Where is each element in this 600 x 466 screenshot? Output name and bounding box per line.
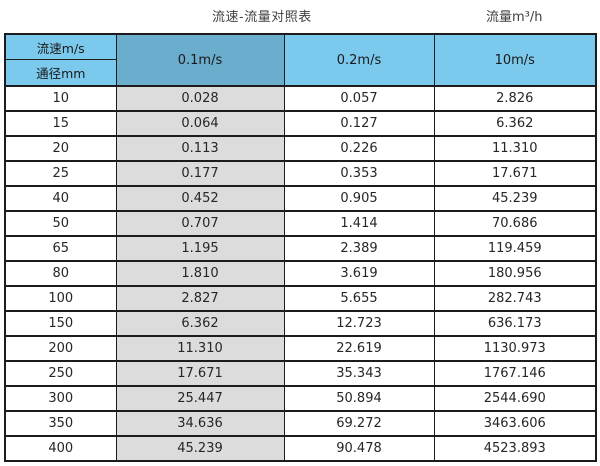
diameter-cell: 400 bbox=[4, 435, 117, 462]
flow-value-cell: 0.127 bbox=[283, 110, 435, 137]
flow-value-cell: 6.362 bbox=[433, 110, 597, 137]
flow-value-cell: 1.195 bbox=[115, 235, 285, 262]
flow-value-cell: 90.478 bbox=[283, 435, 435, 462]
flow-value-cell: 0.028 bbox=[115, 85, 285, 112]
table-row: 10 0.028 0.057 2.826 bbox=[4, 85, 597, 112]
velocity-flow-table: 流速m/s 通径mm 0.1m/s 0.2m/s 10m/s 10 0.028 0.… bbox=[4, 33, 597, 462]
flow-value-cell: 11.310 bbox=[433, 135, 597, 162]
diameter-cell: 300 bbox=[4, 385, 117, 412]
diameter-cell: 200 bbox=[4, 335, 117, 362]
flow-value-cell: 69.272 bbox=[283, 410, 435, 437]
table-row: 65 1.195 2.389 119.459 bbox=[4, 235, 597, 262]
header-row: 流速m/s 通径mm 0.1m/s 0.2m/s 10m/s bbox=[4, 33, 597, 87]
diameter-cell: 350 bbox=[4, 410, 117, 437]
table-row: 50 0.707 1.414 70.686 bbox=[4, 210, 597, 237]
flow-value-cell: 2.827 bbox=[115, 285, 285, 312]
column-header-0-2ms: 0.2m/s bbox=[283, 33, 435, 87]
diameter-cell: 150 bbox=[4, 310, 117, 337]
diameter-cell: 50 bbox=[4, 210, 117, 237]
flow-value-cell: 636.173 bbox=[433, 310, 597, 337]
column-header-0-1ms: 0.1m/s bbox=[115, 33, 285, 87]
corner-diameter-label: 通径mm bbox=[36, 66, 86, 81]
flow-value-cell: 5.655 bbox=[283, 285, 435, 312]
table-row: 20 0.113 0.226 11.310 bbox=[4, 135, 597, 162]
flow-value-cell: 282.743 bbox=[433, 285, 597, 312]
flow-value-cell: 50.894 bbox=[283, 385, 435, 412]
flow-value-cell: 11.310 bbox=[115, 335, 285, 362]
table-row: 150 6.362 12.723 636.173 bbox=[4, 310, 597, 337]
diameter-cell: 65 bbox=[4, 235, 117, 262]
diameter-cell: 20 bbox=[4, 135, 117, 162]
column-header-10ms: 10m/s bbox=[433, 33, 597, 87]
flow-value-cell: 119.459 bbox=[433, 235, 597, 262]
flow-value-cell: 2.826 bbox=[433, 85, 597, 112]
table-row: 200 11.310 22.619 1130.973 bbox=[4, 335, 597, 362]
flow-value-cell: 0.057 bbox=[283, 85, 435, 112]
flow-value-cell: 25.447 bbox=[115, 385, 285, 412]
table-row: 80 1.810 3.619 180.956 bbox=[4, 260, 597, 287]
table-row: 400 45.239 90.478 4523.893 bbox=[4, 435, 597, 462]
flow-value-cell: 2.389 bbox=[283, 235, 435, 262]
diameter-cell: 100 bbox=[4, 285, 117, 312]
flow-value-cell: 0.064 bbox=[115, 110, 285, 137]
flow-value-cell: 35.343 bbox=[283, 360, 435, 387]
flow-value-cell: 0.353 bbox=[283, 160, 435, 187]
flow-value-cell: 12.723 bbox=[283, 310, 435, 337]
flow-value-cell: 17.671 bbox=[115, 360, 285, 387]
diameter-cell: 25 bbox=[4, 160, 117, 187]
flow-value-cell: 70.686 bbox=[433, 210, 597, 237]
corner-velocity-label: 流速m/s bbox=[6, 35, 116, 60]
flow-value-cell: 45.239 bbox=[433, 185, 597, 212]
flow-value-cell: 22.619 bbox=[283, 335, 435, 362]
table-row: 100 2.827 5.655 282.743 bbox=[4, 285, 597, 312]
flow-value-cell: 34.636 bbox=[115, 410, 285, 437]
table-row: 40 0.452 0.905 45.239 bbox=[4, 185, 597, 212]
flow-value-cell: 6.362 bbox=[115, 310, 285, 337]
flow-value-cell: 180.956 bbox=[433, 260, 597, 287]
diameter-cell: 80 bbox=[4, 260, 117, 287]
flow-value-cell: 1767.146 bbox=[433, 360, 597, 387]
flow-value-cell: 3463.606 bbox=[433, 410, 597, 437]
table-row: 15 0.064 0.127 6.362 bbox=[4, 110, 597, 137]
table-header: 流速m/s 通径mm 0.1m/s 0.2m/s 10m/s bbox=[4, 33, 597, 87]
diameter-cell: 40 bbox=[4, 185, 117, 212]
diameter-cell: 15 bbox=[4, 110, 117, 137]
flow-value-cell: 0.113 bbox=[115, 135, 285, 162]
table-row: 350 34.636 69.272 3463.606 bbox=[4, 410, 597, 437]
title-bar: 流速-流量对照表 流量m³/h bbox=[0, 0, 600, 33]
flow-value-cell: 0.226 bbox=[283, 135, 435, 162]
flow-unit-label: 流量m³/h bbox=[486, 10, 543, 25]
flow-value-cell: 1.810 bbox=[115, 260, 285, 287]
table-title: 流速-流量对照表 bbox=[212, 10, 312, 25]
table-row: 250 17.671 35.343 1767.146 bbox=[4, 360, 597, 387]
flow-value-cell: 0.452 bbox=[115, 185, 285, 212]
flow-value-cell: 45.239 bbox=[115, 435, 285, 462]
flow-value-cell: 0.905 bbox=[283, 185, 435, 212]
table-body: 10 0.028 0.057 2.826 15 0.064 0.127 6.362 20 0.11… bbox=[4, 85, 597, 462]
flow-value-cell: 0.177 bbox=[115, 160, 285, 187]
flow-value-cell: 17.671 bbox=[433, 160, 597, 187]
flow-value-cell: 3.619 bbox=[283, 260, 435, 287]
corner-header-cell: 流速m/s 通径mm bbox=[4, 33, 117, 87]
diameter-cell: 250 bbox=[4, 360, 117, 387]
table-row: 25 0.177 0.353 17.671 bbox=[4, 160, 597, 187]
table-row: 300 25.447 50.894 2544.690 bbox=[4, 385, 597, 412]
flow-value-cell: 0.707 bbox=[115, 210, 285, 237]
flow-value-cell: 2544.690 bbox=[433, 385, 597, 412]
diameter-cell: 10 bbox=[4, 85, 117, 112]
flow-value-cell: 4523.893 bbox=[433, 435, 597, 462]
flow-value-cell: 1.414 bbox=[283, 210, 435, 237]
flow-value-cell: 1130.973 bbox=[433, 335, 597, 362]
